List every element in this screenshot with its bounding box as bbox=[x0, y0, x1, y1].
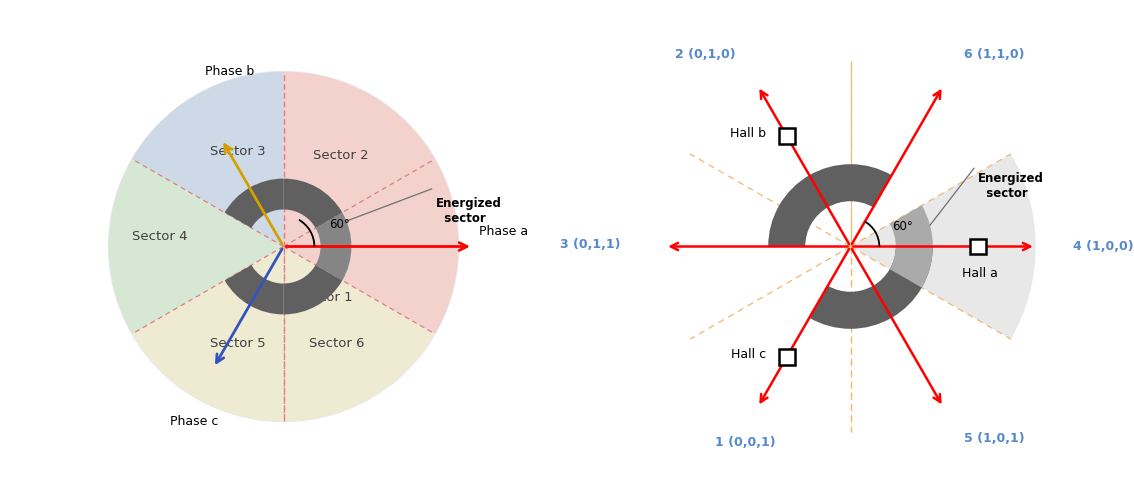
Text: 5 (1,0,1): 5 (1,0,1) bbox=[964, 432, 1024, 445]
Wedge shape bbox=[850, 154, 1035, 339]
Wedge shape bbox=[873, 246, 933, 318]
Text: 6 (1,1,0): 6 (1,1,0) bbox=[964, 48, 1024, 61]
Text: Sector 6: Sector 6 bbox=[310, 337, 365, 350]
Wedge shape bbox=[109, 159, 284, 334]
Text: Phase a: Phase a bbox=[479, 225, 528, 238]
Bar bbox=[971, 239, 985, 254]
Text: Sector 4: Sector 4 bbox=[133, 230, 188, 243]
Text: Hall b: Hall b bbox=[730, 128, 767, 141]
Text: Energized
  sector: Energized sector bbox=[979, 173, 1044, 201]
Wedge shape bbox=[132, 246, 284, 422]
Bar bbox=[779, 349, 795, 365]
Circle shape bbox=[109, 71, 458, 422]
Wedge shape bbox=[890, 206, 933, 287]
Text: Sector 2: Sector 2 bbox=[313, 149, 369, 163]
Wedge shape bbox=[225, 265, 284, 315]
Text: Phase b: Phase b bbox=[205, 65, 254, 78]
Text: 60°: 60° bbox=[891, 220, 913, 233]
Text: Sector 1: Sector 1 bbox=[297, 291, 353, 305]
Text: 4 (1,0,0): 4 (1,0,0) bbox=[1073, 240, 1133, 253]
Wedge shape bbox=[284, 246, 435, 422]
Wedge shape bbox=[284, 265, 342, 315]
Text: Hall a: Hall a bbox=[963, 267, 998, 280]
Text: Sector 5: Sector 5 bbox=[211, 337, 266, 350]
Text: 2 (0,1,0): 2 (0,1,0) bbox=[675, 48, 735, 61]
Text: Sector 3: Sector 3 bbox=[211, 145, 266, 158]
Wedge shape bbox=[284, 178, 342, 228]
Text: Phase c: Phase c bbox=[170, 415, 219, 428]
Wedge shape bbox=[284, 159, 458, 334]
Wedge shape bbox=[284, 71, 435, 246]
Wedge shape bbox=[315, 212, 352, 281]
Bar bbox=[779, 128, 795, 144]
Wedge shape bbox=[768, 175, 828, 246]
Text: 60°: 60° bbox=[329, 218, 349, 231]
Wedge shape bbox=[810, 164, 891, 207]
Text: Hall c: Hall c bbox=[731, 349, 767, 361]
Wedge shape bbox=[810, 286, 891, 329]
Text: 3 (0,1,1): 3 (0,1,1) bbox=[559, 238, 620, 251]
Wedge shape bbox=[132, 71, 284, 246]
Text: Energized
  sector: Energized sector bbox=[435, 197, 501, 225]
Wedge shape bbox=[225, 178, 284, 228]
Text: 1 (0,0,1): 1 (0,0,1) bbox=[716, 436, 776, 449]
